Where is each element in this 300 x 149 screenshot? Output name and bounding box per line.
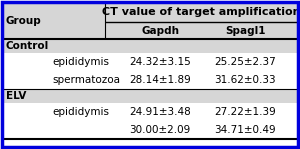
Text: Group: Group xyxy=(6,15,42,25)
Bar xyxy=(2,22,298,39)
Bar xyxy=(2,89,298,103)
Bar xyxy=(2,121,298,139)
Text: epididymis: epididymis xyxy=(52,107,109,117)
Bar xyxy=(2,71,298,89)
Text: ELV: ELV xyxy=(6,91,26,101)
Text: Spagl1: Spagl1 xyxy=(225,25,265,35)
Bar xyxy=(2,103,298,121)
Text: CT value of target amplification: CT value of target amplification xyxy=(102,7,300,17)
Bar xyxy=(2,2,298,22)
Text: 34.71±0.49: 34.71±0.49 xyxy=(214,125,276,135)
Text: Gapdh: Gapdh xyxy=(141,25,179,35)
Bar xyxy=(2,39,298,53)
Text: epididymis: epididymis xyxy=(52,57,109,67)
Text: 30.00±2.09: 30.00±2.09 xyxy=(129,125,190,135)
Text: 28.14±1.89: 28.14±1.89 xyxy=(129,75,191,85)
Text: 25.25±2.37: 25.25±2.37 xyxy=(214,57,276,67)
Text: 27.22±1.39: 27.22±1.39 xyxy=(214,107,276,117)
Text: 24.91±3.48: 24.91±3.48 xyxy=(129,107,191,117)
Text: 24.32±3.15: 24.32±3.15 xyxy=(129,57,191,67)
Text: Control: Control xyxy=(6,41,49,51)
Text: spermatozoa: spermatozoa xyxy=(52,75,120,85)
Bar xyxy=(2,53,298,71)
Text: 31.62±0.33: 31.62±0.33 xyxy=(214,75,276,85)
